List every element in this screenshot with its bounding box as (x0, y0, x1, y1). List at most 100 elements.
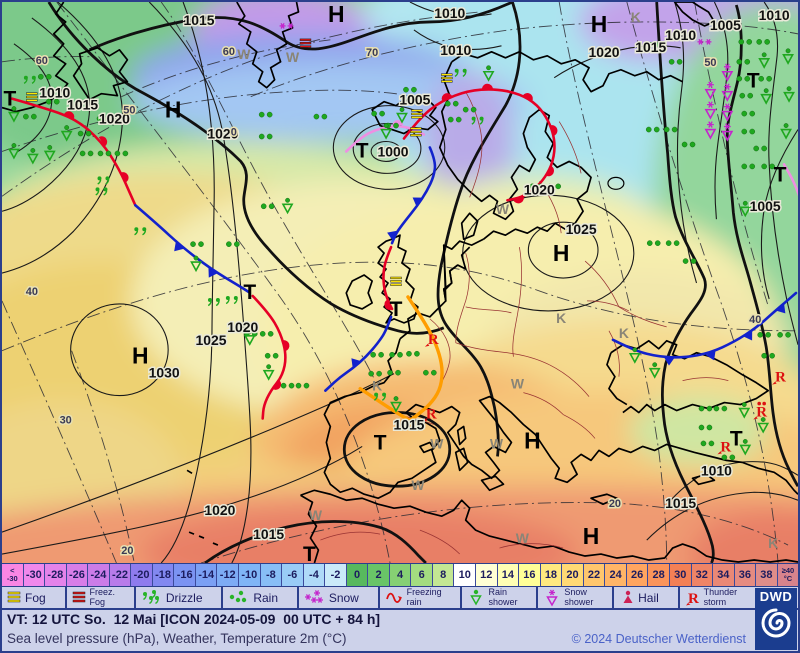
svg-text:1020: 1020 (99, 111, 130, 127)
wx-shower-icon (60, 125, 73, 142)
svg-text:H: H (591, 11, 608, 37)
dwd-logo: DWD (755, 588, 797, 650)
wx-rain2-icon (739, 92, 754, 99)
wx-rain2-icon (777, 332, 791, 338)
wx-shower-icon (757, 417, 770, 434)
svg-text:1025: 1025 (566, 221, 597, 237)
wx-rain2-icon (97, 150, 112, 157)
wx-rain2-icon (741, 163, 756, 170)
symbol-legend: Fog Freez. Fog Drizzle Rain Snow Freezing rain R… (2, 587, 798, 610)
scale-cell: 30 (669, 564, 692, 586)
svg-text:H: H (524, 427, 541, 453)
scale-cell: -22 (109, 564, 132, 586)
svg-text:H: H (165, 97, 182, 123)
svg-text:1020: 1020 (207, 126, 238, 142)
wx-rain2-icon (645, 126, 660, 133)
svg-text:1015: 1015 (67, 97, 98, 113)
scale-cell: 8 (432, 564, 455, 586)
wx-thunder-icon: R (422, 407, 437, 423)
wx-rain2-icon (406, 350, 420, 357)
legend-item-thunder: R Thunder storm (677, 587, 756, 608)
svg-text:T: T (356, 139, 369, 162)
wx-rain2-icon (280, 382, 295, 389)
wx-snowshower-icon (721, 63, 734, 82)
svg-text:T: T (303, 543, 316, 563)
wx-rain2-icon (370, 351, 384, 358)
weather-symbols: R R R R R (8, 23, 795, 461)
wx-rain2-icon (313, 113, 328, 120)
wx-thunderdots-icon: R (753, 401, 767, 421)
svg-text:K: K (768, 535, 778, 551)
wx-rain2-icon (681, 141, 696, 148)
svg-text:W: W (516, 530, 530, 546)
wx-rain2-icon (756, 39, 770, 45)
wx-driz2-icon (207, 297, 220, 307)
wx-rain2-icon (258, 111, 273, 118)
wx-driz2-icon (23, 75, 36, 84)
scale-cell: 14 (497, 564, 520, 586)
svg-text:40: 40 (749, 314, 761, 326)
wx-snowshower-icon (721, 103, 734, 122)
svg-text:T: T (730, 427, 743, 450)
wx-rain2-icon (190, 241, 204, 247)
svg-text:1020: 1020 (227, 319, 258, 335)
wx-snowshower-icon (721, 123, 734, 142)
scale-cell: 12 (476, 564, 498, 586)
svg-text:20: 20 (609, 498, 621, 510)
scale-cell: -16 (174, 564, 196, 586)
wx-driz2-icon (471, 116, 484, 125)
wx-rain2-icon (547, 183, 561, 190)
wx-rain2-icon (646, 240, 661, 246)
legend-item-rain: Rain shower (460, 587, 536, 608)
svg-text:0: 0 (231, 127, 237, 139)
scale-cell: 16 (519, 564, 541, 586)
wx-snowshower-icon (704, 81, 717, 100)
wx-thunder-icon: R (424, 332, 439, 348)
svg-text:T: T (390, 298, 403, 321)
svg-text:1015: 1015 (665, 495, 696, 511)
scale-cell: -26 (66, 564, 89, 586)
svg-text:60: 60 (36, 55, 48, 67)
wx-shower-icon (783, 86, 795, 103)
wx-shower-icon (738, 402, 751, 419)
legend-item-freezing: Freezing rain (377, 587, 461, 608)
svg-text:K: K (631, 9, 641, 25)
scale-cell: -6 (282, 564, 304, 586)
scale-cell: 6 (411, 564, 433, 586)
scale-cell: -14 (195, 564, 218, 586)
wx-thunder-icon: R (772, 370, 786, 386)
svg-text:1010: 1010 (39, 85, 70, 101)
dwd-spiral-icon (761, 608, 791, 638)
wx-rain2-icon (368, 370, 382, 377)
svg-text:1010: 1010 (665, 27, 696, 43)
svg-text:1005: 1005 (399, 92, 430, 108)
svg-text:50: 50 (704, 57, 716, 69)
svg-text:R: R (775, 370, 786, 386)
svg-text:R: R (720, 439, 731, 455)
legend-item-freez: Freez. Fog (64, 587, 134, 608)
wx-rain2-icon (447, 116, 462, 123)
svg-text:60: 60 (223, 46, 235, 58)
wx-rain2-icon (114, 150, 129, 157)
wx-rain2-icon (45, 98, 60, 105)
svg-text:1010: 1010 (701, 462, 732, 478)
scale-cell: 28 (648, 564, 670, 586)
scale-cell: 26 (626, 564, 649, 586)
svg-text:50: 50 (123, 105, 135, 117)
svg-text:W: W (411, 477, 425, 493)
scale-cell: -30 (23, 564, 46, 586)
svg-text:W: W (490, 435, 504, 451)
wx-thunder-icon: R (717, 439, 731, 455)
wx-rain2-icon (423, 369, 437, 376)
wx-rain2-icon (753, 145, 767, 152)
scale-cell: 22 (583, 564, 606, 586)
legend-item-snow: Snow shower (536, 587, 612, 608)
wx-shower-icon (739, 439, 752, 456)
wx-shower-icon (43, 145, 56, 162)
scale-cell: ≥40 °C (777, 564, 798, 586)
wx-rain2-icon (721, 454, 736, 461)
svg-text:1005: 1005 (710, 17, 741, 33)
svg-text:K: K (372, 378, 382, 394)
wx-rain2-icon (258, 133, 273, 140)
wx-rain2-icon (647, 42, 662, 48)
